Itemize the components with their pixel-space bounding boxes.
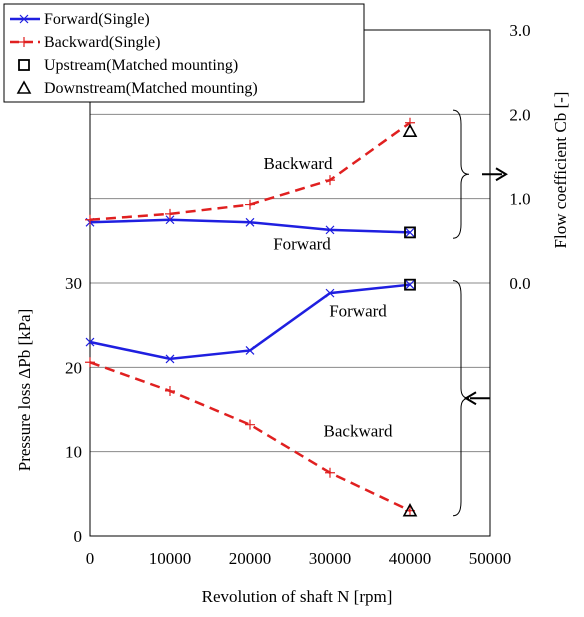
annotation-label: Backward	[324, 421, 393, 440]
y-tick-label-right: 2.0	[509, 105, 530, 124]
plus-marker	[85, 214, 95, 225]
arrow-left-head-icon	[464, 391, 477, 406]
series-line	[89, 283, 411, 361]
x-marker	[325, 288, 335, 298]
x-tick-label: 0	[86, 549, 95, 568]
y-axis-label-left: Pressure loss ΔPb [kPa]	[15, 309, 34, 472]
annotations: Backward Forward Forward Backward	[264, 154, 393, 440]
brace-flow-coefficient	[452, 109, 470, 239]
plus-marker	[165, 208, 175, 219]
data-series	[85, 117, 418, 517]
x-tick-label: 40000	[389, 549, 432, 568]
annotation-label: Forward	[329, 302, 387, 321]
legend: Forward(Single) Backward(Single) Upstream(…	[3, 3, 365, 103]
x-tick-label: 30000	[309, 549, 352, 568]
triangle-marker	[402, 503, 418, 517]
plus-marker	[85, 357, 95, 368]
triangle-marker	[16, 80, 32, 94]
x-marker	[165, 354, 175, 364]
legend-label: Forward(Single)	[44, 11, 150, 28]
square-marker	[18, 59, 30, 71]
plus-marker	[165, 385, 175, 396]
x-tick-label: 20000	[229, 549, 272, 568]
arrow-right-head-icon	[495, 167, 508, 182]
plus-marker	[245, 419, 255, 430]
x-tick-label: 50000	[469, 549, 512, 568]
brace-pressure-loss	[452, 280, 470, 517]
square-marker	[404, 278, 416, 291]
y-tick-label-left: 0	[74, 527, 83, 546]
annotation-label: Backward	[264, 154, 333, 173]
y-tick-label-left: 30	[65, 274, 82, 293]
x-marker	[165, 215, 175, 225]
plus-marker	[325, 175, 335, 186]
x-tick-label: 10000	[149, 549, 192, 568]
y-axis-label-right: Flow coefficient Cb [-]	[551, 92, 570, 249]
legend-label: Upstream(Matched mounting)	[44, 57, 238, 74]
annotation-label: Forward	[273, 234, 331, 253]
y-tick-label-right: 1.0	[509, 190, 530, 209]
y-tick-label-left: 10	[65, 443, 82, 462]
x-marker	[85, 337, 95, 347]
legend-box	[3, 3, 365, 103]
plus-marker	[245, 199, 255, 210]
axis-braces	[452, 109, 508, 517]
x-marker	[325, 225, 335, 235]
x-marker	[245, 217, 255, 227]
y-tick-label-right: 0.0	[509, 274, 530, 293]
square-marker	[404, 226, 416, 239]
legend-label: Downstream(Matched mounting)	[44, 80, 258, 97]
y-tick-label-left: 20	[65, 358, 82, 377]
plus-marker	[19, 37, 29, 47]
x-marker	[405, 227, 415, 237]
legend-label: Backward(Single)	[44, 34, 160, 51]
x-axis-label: Revolution of shaft N [rpm]	[202, 587, 393, 606]
y-tick-label-right: 3.0	[509, 21, 530, 40]
series-line	[89, 361, 411, 512]
triangle-marker	[402, 123, 418, 137]
x-marker	[245, 346, 255, 355]
grid-lines	[90, 113, 490, 453]
plus-marker	[325, 467, 335, 478]
x-marker	[19, 14, 29, 24]
x-marker	[405, 280, 415, 290]
tick-labels: 0 10000 20000 30000 40000 50000 0 10 20 30 3.0 2.0 1…	[65, 21, 531, 568]
